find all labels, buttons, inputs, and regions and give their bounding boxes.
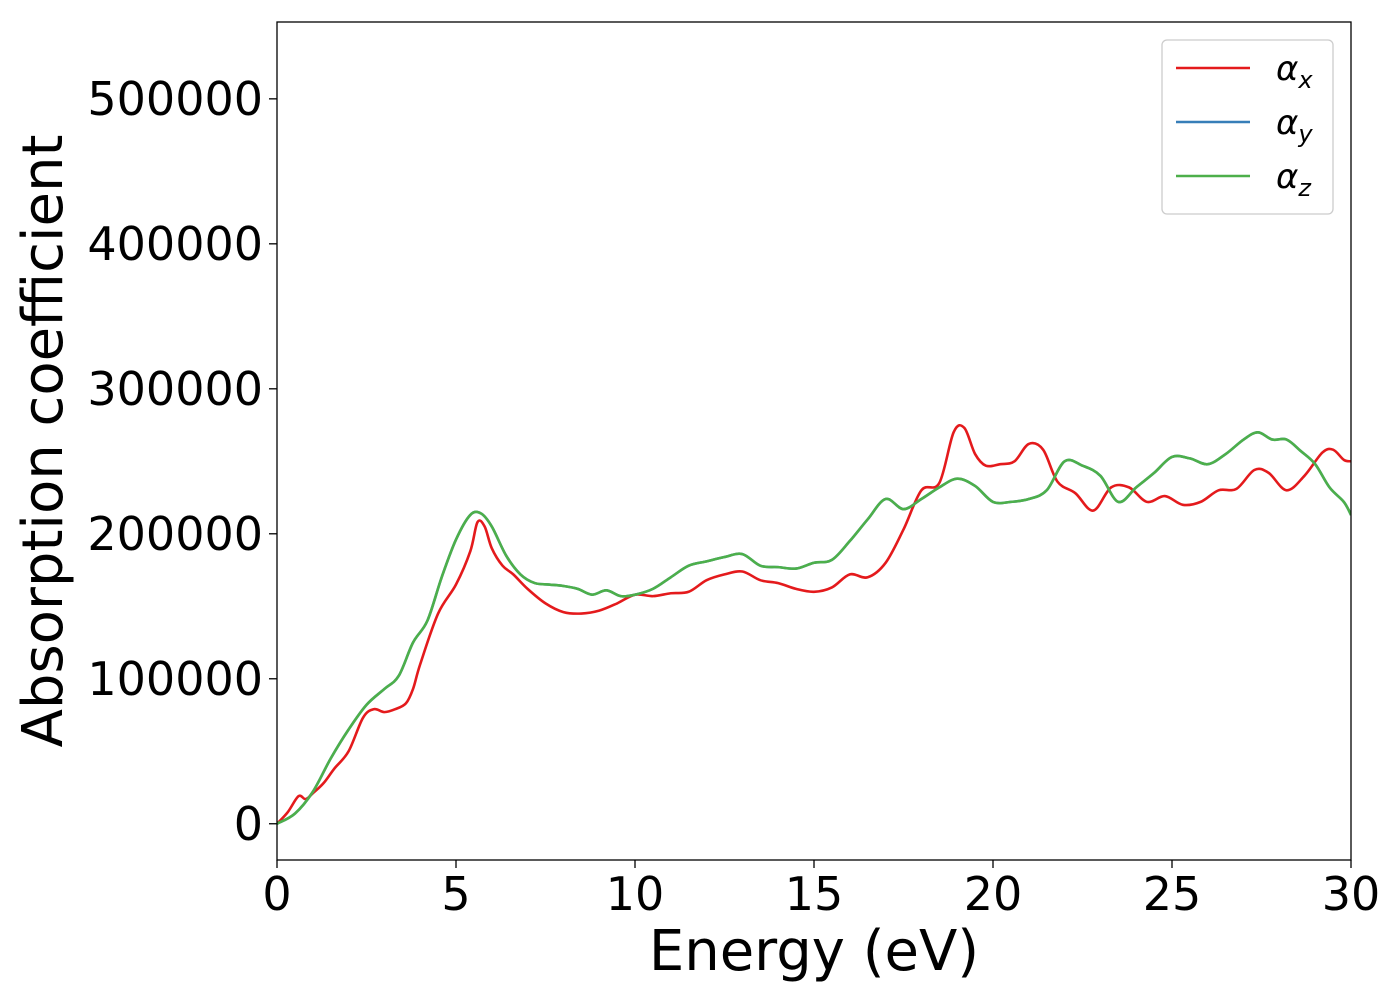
x-tick-label: 20 [964,867,1023,921]
legend: αx αy αz [1161,39,1334,215]
series-line-alpha-z [277,431,1351,825]
x-tick-label: 30 [1322,867,1381,921]
y-axis-title: Absorption coefficient [11,135,76,748]
x-tick-label: 0 [262,867,291,921]
x-axis: 0 5 10 15 20 25 30 [262,860,1380,921]
y-tick-label: 0 [234,797,263,851]
y-tick-label: 200000 [87,507,263,561]
y-tick-label: 500000 [87,72,263,126]
x-tick-label: 25 [1143,867,1202,921]
series-layer [277,424,1351,825]
legend-box [1161,39,1334,215]
y-tick-label: 400000 [87,217,263,271]
x-axis-title: Energy (eV) [649,919,979,984]
y-tick-label: 300000 [87,362,263,416]
series-line-alpha-x [277,424,1351,825]
legend-label-alpha-y: αy [1276,103,1313,148]
x-tick-label: 10 [606,867,665,921]
y-axis: 0 100000 200000 300000 400000 500000 [87,72,277,851]
legend-label-alpha-z: αz [1276,157,1312,202]
y-tick-label: 100000 [87,652,263,706]
x-tick-label: 5 [441,867,470,921]
legend-label-alpha-x: αx [1276,49,1313,94]
x-tick-label: 15 [785,867,844,921]
